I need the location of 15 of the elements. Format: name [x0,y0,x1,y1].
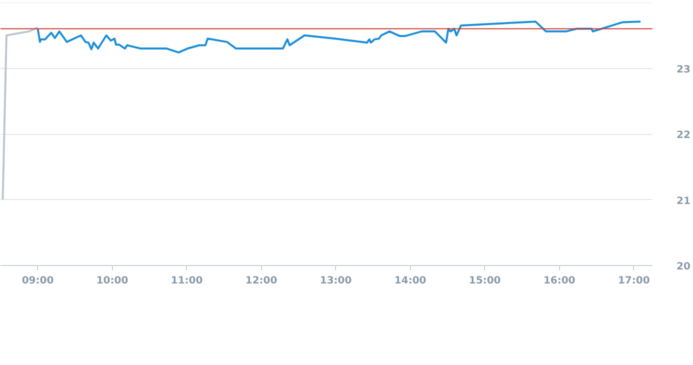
line-series [2,26,39,201]
y-tick-label: 22 [676,130,690,141]
x-tick-label: 10:00 [96,276,128,286]
x-tick-label: 15:00 [468,276,501,286]
x-tick-label: 13:00 [320,276,352,286]
line-series [36,20,642,54]
y-tick-label: 21 [676,196,690,207]
x-tick-label: 16:00 [543,276,576,286]
x-tick-label: 14:00 [394,276,426,286]
x-tick-label: 17:00 [618,276,650,286]
x-tick-label: 09:00 [22,276,54,286]
y-tick-label: 20 [676,262,690,272]
y-tick-label: 23 [676,64,690,76]
x-tick-label: 11:00 [170,276,203,286]
x-tick-label: 12:00 [245,276,278,286]
